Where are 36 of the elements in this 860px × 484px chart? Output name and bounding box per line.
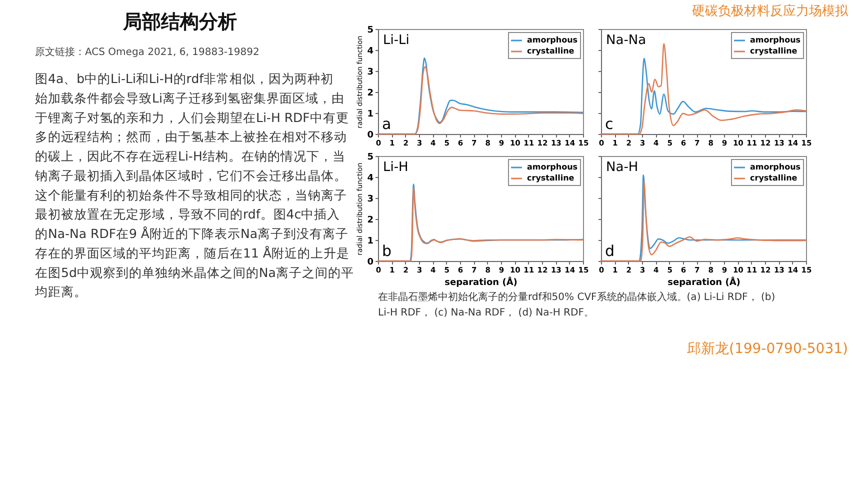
annotation: a — [382, 115, 392, 133]
annotation: c — [605, 115, 614, 133]
y-tick-label: 5 — [367, 152, 374, 162]
legend-label: amorphous — [527, 36, 578, 44]
x-axis-title: separation (Å) — [668, 276, 740, 288]
chart-title: Na-H — [606, 160, 638, 175]
y-tick-label: 0 — [367, 258, 374, 268]
legend-label: crystalline — [527, 46, 575, 56]
y-tick-label: 5 — [367, 26, 374, 36]
y-tick-label: 2 — [367, 216, 374, 226]
y-tick-label: 4 — [367, 46, 374, 56]
legend-label: crystalline — [750, 46, 798, 56]
text: 图4a、b中的Li-Li和Li-H的rdf非常相似，因为两种初始加载条件都会导致Li离子迁移到氢密集界面区域，由于锂离子对氢的亲和力，人们会期望在Li-H RDF中有更多的远程结构；然而，由于氢基本上被拴在相对不移动的碳上，因此不存在远程Li-H结构。在钠的情况下，当钠离子最初插入到晶体区域时，它们不会迁移出晶体。这个能量有利的初始条件不导致相同的状态，当钠离子最初被放置在无定形域，导致不同的rdf。图4c中插入的Na-Na RDF在9 Å附近的下降表示Na离子到没有离子存在的界面区域的平均距离，随后在11 Å附近的上升是在图5d中观察到的单独纳米晶体之间的Na离子之间的平均距离。 — [35, 71, 354, 300]
text: 硬碳负极材料反应力场模拟 — [692, 3, 849, 19]
text: 邱新龙(199-0790-5031) — [686, 341, 848, 357]
y-tick-label: 3 — [367, 68, 374, 78]
y-tick-label: 4 — [367, 174, 374, 184]
chart-title: Li-Li — [383, 33, 410, 48]
annotation: d — [605, 242, 615, 260]
y-tick-label: 1 — [367, 110, 374, 120]
legend-label: crystalline — [750, 174, 798, 182]
y-tick-label: 0 — [367, 130, 374, 140]
legend-label: crystalline — [527, 174, 575, 182]
chart-title: Na-Na — [606, 33, 646, 48]
text: 局部结构分析 — [122, 11, 237, 33]
legend-label: amorphous — [750, 36, 801, 44]
y-tick-label: 1 — [367, 236, 374, 246]
legend-label: amorphous — [750, 162, 801, 172]
y-tick-label: 3 — [367, 194, 374, 204]
chart-title: Li-H — [383, 160, 408, 175]
legend-label: amorphous — [527, 162, 578, 172]
y-tick-label: 2 — [367, 88, 374, 98]
x-axis-title: separation (Å) — [444, 276, 518, 288]
text: 在非晶石墨烯中初始化离子的分量rdf和50% CVF系统的晶体嵌入域。(a) Li-Li RDF， (b) Li-H RDF， (c) Na-Na RDF， (d) Na-H RDF。 — [378, 291, 776, 318]
annotation: b — [382, 242, 392, 260]
text: 原文链接：ACS Omega 2021, 6, 19883-19892 — [35, 46, 260, 58]
